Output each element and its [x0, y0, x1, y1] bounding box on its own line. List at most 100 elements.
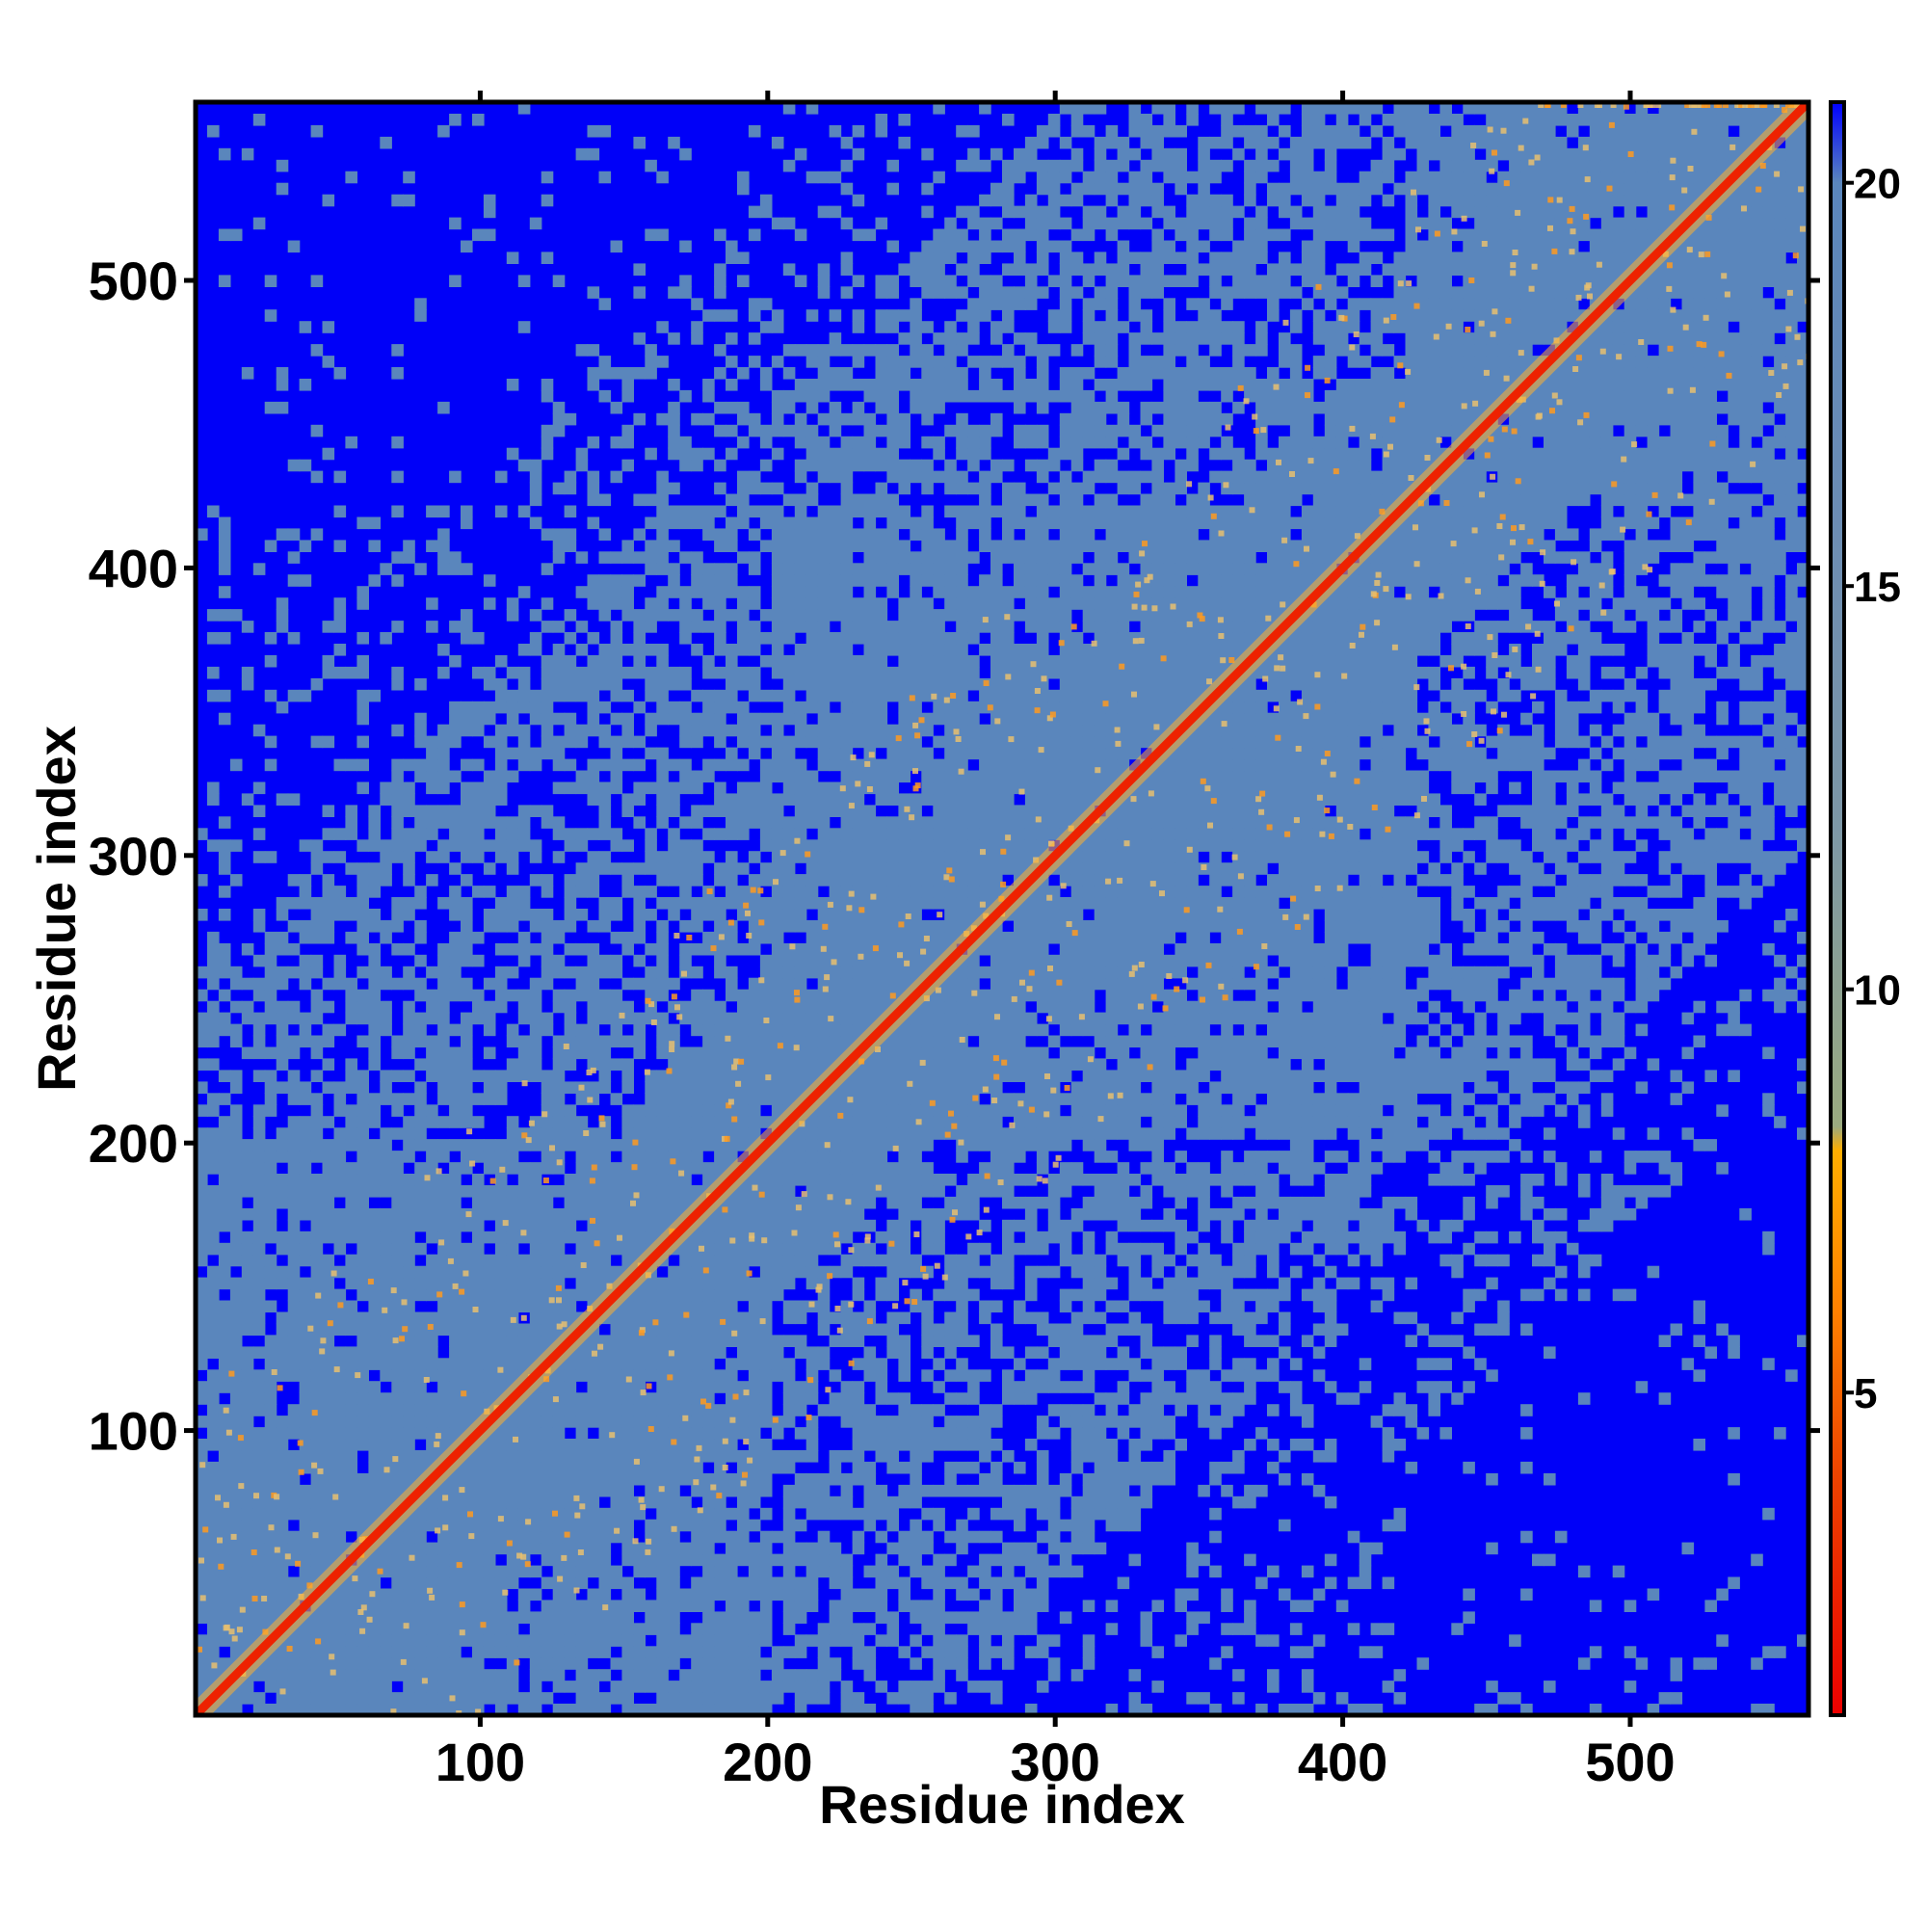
heatmap-cell — [771, 747, 784, 760]
heatmap-cell — [196, 1288, 208, 1302]
heatmap-cell — [805, 609, 819, 622]
heatmap-cell — [414, 1565, 427, 1578]
heatmap-cell — [437, 563, 450, 575]
heatmap-cell — [414, 839, 427, 852]
heatmap-cell — [794, 712, 807, 726]
heatmap-cell — [863, 1657, 877, 1670]
heatmap-cell — [771, 586, 784, 598]
heatmap-cell — [598, 1565, 612, 1578]
heatmap-cell — [529, 1219, 542, 1232]
heatmap-cell — [552, 1242, 566, 1256]
heatmap-cell — [598, 1472, 612, 1486]
heatmap-cell — [875, 1277, 888, 1290]
heatmap-cell — [368, 1116, 381, 1128]
heatmap-cell — [449, 1231, 462, 1244]
heatmap-cell — [726, 1623, 738, 1635]
heatmap-cell — [461, 1404, 473, 1416]
heatmap-cell — [633, 1669, 646, 1681]
heatmap-cell — [794, 1681, 807, 1693]
heatmap-cell — [345, 1058, 357, 1071]
heatmap-cell — [656, 412, 669, 426]
heatmap-cell — [621, 1311, 634, 1325]
heatmap-cell — [633, 1311, 646, 1325]
heatmap-cell — [829, 1553, 842, 1567]
heatmap-cell — [356, 839, 369, 852]
heatmap-cell — [483, 1300, 496, 1313]
heatmap-cell — [461, 1704, 473, 1715]
heatmap-cell — [299, 574, 312, 587]
heatmap-cell — [552, 828, 566, 840]
heatmap-cell — [506, 851, 519, 863]
heatmap-cell — [737, 1277, 750, 1290]
heatmap-cell — [264, 1530, 277, 1544]
heatmap-cell — [299, 689, 312, 702]
heatmap-cell — [714, 528, 726, 541]
heatmap-cell — [679, 1346, 692, 1359]
heatmap-cell — [771, 1058, 784, 1071]
heatmap-cell — [345, 1070, 357, 1082]
heatmap-cell — [748, 1023, 761, 1037]
heatmap-cell — [483, 1346, 496, 1359]
heatmap-cell — [817, 839, 831, 852]
heatmap-cell — [748, 1623, 761, 1635]
heatmap-cell — [587, 1704, 600, 1715]
heatmap-cell — [726, 931, 738, 944]
heatmap-cell — [829, 1000, 842, 1014]
heatmap-cell — [264, 1219, 277, 1232]
heatmap-cell — [391, 851, 404, 863]
heatmap-cell — [403, 1472, 415, 1486]
heatmap-cell — [805, 954, 819, 967]
heatmap-cell — [817, 666, 831, 679]
heatmap-cell — [575, 1657, 589, 1670]
heatmap-cell — [541, 1530, 554, 1544]
heatmap-cell — [564, 1600, 577, 1612]
heatmap-cell — [656, 1439, 669, 1451]
heatmap-cell — [794, 1450, 807, 1463]
heatmap-cell — [333, 1023, 347, 1037]
heatmap-cell — [241, 1369, 254, 1382]
heatmap-cell — [449, 1323, 462, 1337]
heatmap-cell — [218, 275, 231, 287]
heatmap-cell — [218, 1542, 231, 1555]
heatmap-cell — [356, 886, 369, 898]
heatmap-cell — [863, 1104, 877, 1117]
heatmap-cell — [748, 644, 761, 656]
heatmap-cell — [587, 1472, 600, 1486]
heatmap-cell — [759, 1242, 773, 1256]
heatmap-cell — [587, 770, 600, 783]
heatmap-cell — [645, 689, 657, 702]
heatmap-cell — [276, 597, 289, 610]
heatmap-cell — [391, 1542, 404, 1555]
heatmap-cell — [461, 1369, 473, 1382]
heatmap-cell — [391, 1174, 404, 1186]
heatmap-cell — [529, 1657, 542, 1670]
heatmap-cell — [679, 1127, 692, 1140]
heatmap-cell — [875, 781, 888, 795]
heatmap-cell — [552, 758, 566, 772]
heatmap-cell — [426, 851, 438, 863]
heatmap-cell — [817, 632, 831, 645]
heatmap-cell — [391, 1392, 404, 1405]
heatmap-cell — [656, 551, 669, 564]
heatmap-cell — [229, 1151, 243, 1163]
heatmap-cell — [759, 1507, 773, 1521]
heatmap-cell — [852, 1081, 865, 1094]
heatmap-cell — [403, 1151, 415, 1163]
heatmap-cell — [356, 1657, 369, 1670]
heatmap-cell — [645, 644, 657, 656]
heatmap-cell — [691, 1058, 703, 1071]
heatmap-cell — [345, 805, 357, 817]
heatmap-cell — [403, 966, 415, 979]
heatmap-cell — [679, 147, 692, 161]
heatmap-cell — [541, 966, 554, 979]
heatmap-cell — [564, 1646, 577, 1658]
heatmap-cell — [575, 1450, 589, 1463]
heatmap-cell — [483, 1495, 496, 1509]
heatmap-cell — [218, 851, 231, 863]
heatmap-cell — [771, 412, 784, 426]
heatmap-cell — [252, 1346, 266, 1359]
heatmap-cell — [356, 1692, 369, 1705]
heatmap-cell — [598, 367, 612, 380]
heatmap-cell — [875, 1495, 888, 1509]
heatmap-cell — [494, 1472, 508, 1486]
